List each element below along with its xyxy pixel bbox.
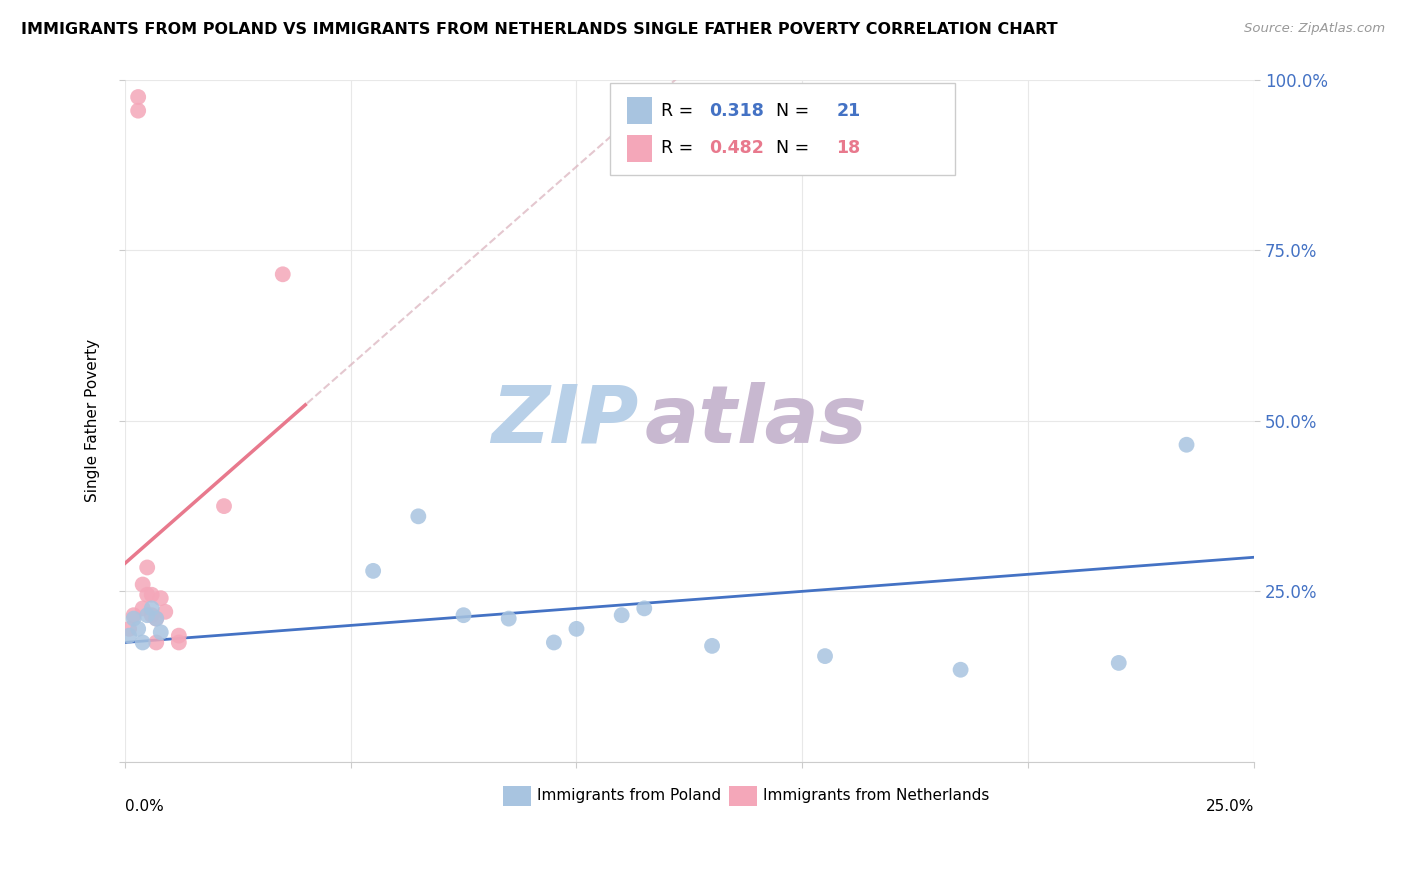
Point: [149, 591, 172, 606]
Text: Immigrants from Netherlands: Immigrants from Netherlands: [763, 789, 990, 804]
Point: [141, 601, 163, 615]
Point: [131, 601, 153, 615]
Point: [361, 564, 384, 578]
Point: [1175, 438, 1198, 452]
Point: [145, 635, 167, 649]
Text: IMMIGRANTS FROM POLAND VS IMMIGRANTS FROM NETHERLANDS SINGLE FATHER POVERTY CORR: IMMIGRANTS FROM POLAND VS IMMIGRANTS FRO…: [21, 22, 1057, 37]
Point: [136, 560, 159, 574]
FancyBboxPatch shape: [627, 97, 652, 124]
Point: [633, 601, 655, 615]
FancyBboxPatch shape: [627, 135, 652, 161]
Text: 18: 18: [837, 139, 860, 157]
Point: [155, 605, 177, 619]
Text: 0.482: 0.482: [709, 139, 763, 157]
Text: N =: N =: [765, 139, 815, 157]
Point: [118, 622, 141, 636]
Point: [131, 635, 153, 649]
Text: 25.0%: 25.0%: [1206, 799, 1254, 814]
Text: Source: ZipAtlas.com: Source: ZipAtlas.com: [1244, 22, 1385, 36]
Text: ZIP: ZIP: [491, 382, 638, 460]
Point: [408, 509, 430, 524]
Text: R =: R =: [661, 102, 699, 120]
Text: N =: N =: [765, 102, 815, 120]
Point: [136, 588, 159, 602]
Point: [136, 608, 159, 623]
Point: [122, 608, 145, 623]
Text: atlas: atlas: [644, 382, 868, 460]
Point: [1108, 656, 1130, 670]
Point: [453, 608, 475, 623]
Point: [565, 622, 588, 636]
Point: [543, 635, 565, 649]
Point: [700, 639, 723, 653]
Point: [610, 608, 633, 623]
Point: [127, 622, 149, 636]
Point: [141, 608, 163, 623]
Point: [167, 629, 190, 643]
Point: [145, 612, 167, 626]
Text: 0.0%: 0.0%: [125, 799, 163, 814]
Point: [145, 612, 167, 626]
Text: R =: R =: [661, 139, 699, 157]
Y-axis label: Single Father Poverty: Single Father Poverty: [86, 339, 100, 502]
Text: Immigrants from Poland: Immigrants from Poland: [537, 789, 721, 804]
Point: [212, 499, 235, 513]
Point: [814, 649, 837, 664]
Text: 21: 21: [837, 102, 860, 120]
Point: [141, 588, 163, 602]
FancyBboxPatch shape: [728, 786, 758, 806]
Point: [127, 103, 149, 118]
Point: [271, 268, 294, 282]
Point: [149, 625, 172, 640]
Point: [167, 635, 190, 649]
FancyBboxPatch shape: [503, 786, 531, 806]
Point: [131, 577, 153, 591]
Point: [122, 612, 145, 626]
Point: [498, 612, 520, 626]
Point: [118, 629, 141, 643]
Text: 0.318: 0.318: [709, 102, 763, 120]
FancyBboxPatch shape: [610, 83, 955, 176]
Point: [949, 663, 972, 677]
Point: [127, 90, 149, 104]
